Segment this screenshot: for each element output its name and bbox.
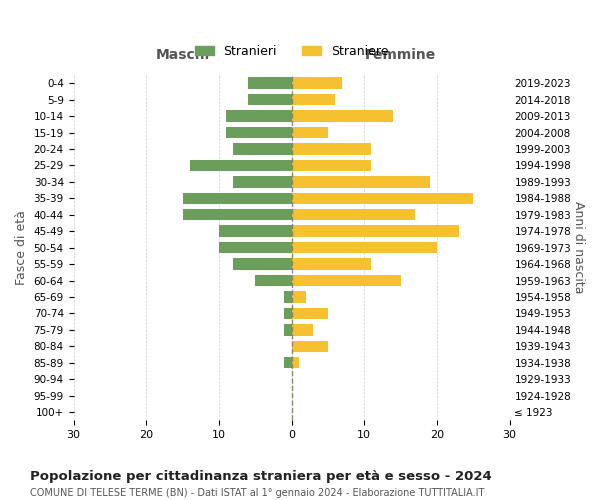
Bar	[292, 324, 313, 336]
Y-axis label: Anni di nascita: Anni di nascita	[572, 202, 585, 294]
Text: Popolazione per cittadinanza straniera per età e sesso - 2024: Popolazione per cittadinanza straniera p…	[30, 470, 492, 483]
Bar	[226, 126, 292, 138]
Bar	[292, 192, 473, 204]
Bar	[292, 143, 371, 154]
Bar	[292, 226, 458, 237]
Bar	[255, 274, 292, 286]
Bar	[292, 242, 437, 254]
Bar	[182, 192, 292, 204]
Bar	[233, 258, 292, 270]
Bar	[182, 209, 292, 220]
Bar	[190, 160, 292, 171]
Bar	[292, 340, 328, 352]
Bar	[292, 126, 328, 138]
Bar	[226, 110, 292, 122]
Bar	[292, 160, 371, 171]
Bar	[292, 176, 430, 188]
Y-axis label: Fasce di età: Fasce di età	[15, 210, 28, 285]
Bar	[219, 242, 292, 254]
Text: COMUNE DI TELESE TERME (BN) - Dati ISTAT al 1° gennaio 2024 - Elaborazione TUTTI: COMUNE DI TELESE TERME (BN) - Dati ISTAT…	[30, 488, 484, 498]
Bar	[233, 176, 292, 188]
Bar	[248, 78, 292, 89]
Bar	[219, 226, 292, 237]
Bar	[233, 143, 292, 154]
Legend: Stranieri, Straniere: Stranieri, Straniere	[190, 40, 393, 63]
Bar	[284, 308, 292, 319]
Bar	[284, 357, 292, 368]
Bar	[292, 308, 328, 319]
Bar	[292, 209, 415, 220]
Bar	[292, 94, 335, 106]
Text: Maschi: Maschi	[155, 48, 209, 62]
Bar	[284, 291, 292, 302]
Bar	[248, 94, 292, 106]
Bar	[292, 258, 371, 270]
Bar	[292, 291, 306, 302]
Bar	[284, 324, 292, 336]
Bar	[292, 110, 393, 122]
Bar	[292, 78, 343, 89]
Text: Femmine: Femmine	[365, 48, 436, 62]
Bar	[292, 274, 401, 286]
Bar	[292, 357, 299, 368]
